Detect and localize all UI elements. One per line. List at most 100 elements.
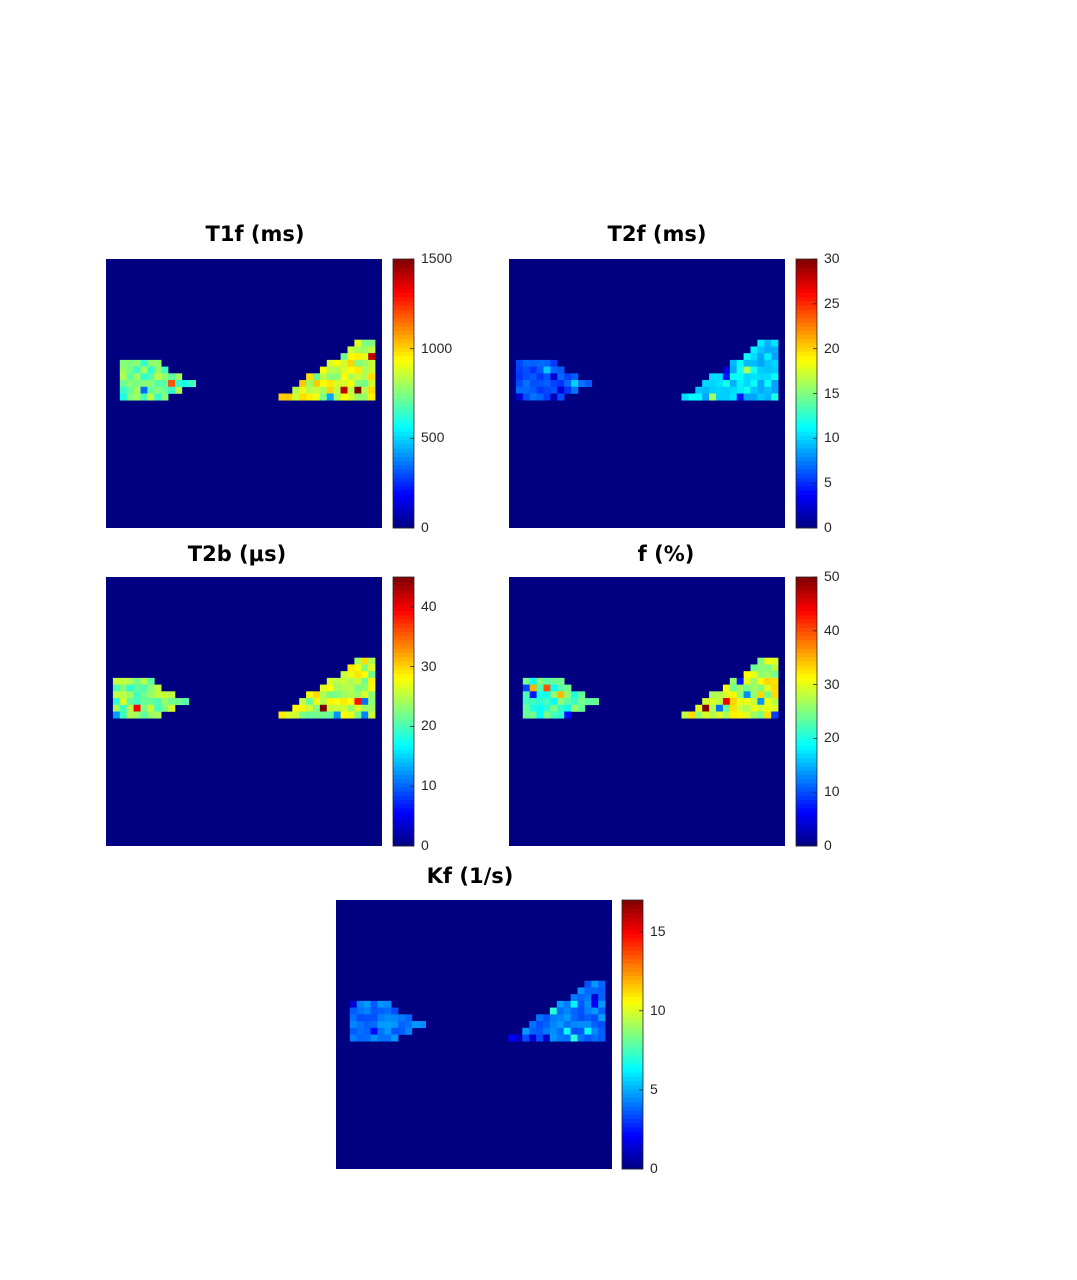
heatmap-pixel <box>368 711 376 719</box>
heatmap-pixel <box>133 366 141 374</box>
heatmap-pixel <box>729 366 737 374</box>
colorbar-band <box>393 745 414 750</box>
heatmap-pixel <box>368 353 376 361</box>
colorbar-band <box>796 753 817 759</box>
heatmap-pixel <box>368 359 376 367</box>
heatmap-pixel <box>743 711 751 719</box>
heatmap-pixel <box>764 366 772 374</box>
colorbar-band <box>393 627 414 633</box>
heatmap-pixel <box>536 366 544 374</box>
colorbar-band <box>796 292 817 298</box>
heatmap-pixel <box>306 386 314 394</box>
colorbar-band <box>393 719 414 725</box>
heatmap-pixel <box>340 380 348 388</box>
colorbar-band <box>622 1034 643 1040</box>
heatmap-pixel <box>764 380 772 388</box>
colorbar-band <box>796 477 817 483</box>
colorbar-band <box>393 766 414 771</box>
heatmap-pixel <box>556 1007 564 1015</box>
colorbar-band <box>393 778 414 784</box>
colorbar-band <box>393 812 414 817</box>
heatmap-pixel <box>557 711 565 719</box>
heatmap-pixel <box>161 380 169 388</box>
colorbar-band <box>393 275 414 281</box>
heatmap-pixel <box>750 691 758 699</box>
heatmap-pixel <box>736 684 744 692</box>
heatmap-pixel <box>154 393 162 401</box>
heatmap-pixel <box>570 1007 578 1015</box>
heatmap-pixel <box>571 373 579 381</box>
heatmap-pixel <box>326 677 334 685</box>
colorbar-band <box>393 703 414 708</box>
colorbar-band <box>393 351 414 357</box>
colorbar-band <box>393 749 414 754</box>
colorbar-band <box>393 602 414 607</box>
heatmap-pixel <box>584 698 593 706</box>
colorbar-tick-label: 40 <box>421 597 437 614</box>
colorbar-band <box>393 757 414 763</box>
heatmap-pixel <box>361 380 369 388</box>
colorbar-band <box>393 799 414 805</box>
heatmap-pixel <box>709 704 717 712</box>
heatmap-pixel <box>340 671 348 679</box>
heatmap-pixel <box>549 1027 558 1035</box>
heatmap-pixel <box>743 684 751 692</box>
heatmap-pixel <box>133 698 141 706</box>
colorbar-tick-label: 30 <box>421 657 437 674</box>
colorbar-band <box>622 1038 643 1044</box>
heatmap-pixel <box>716 704 724 712</box>
heatmap-pixel <box>556 1021 564 1029</box>
colorbar-tick-label: 30 <box>824 675 840 692</box>
colorbar-band <box>622 1030 643 1035</box>
heatmap-pixel <box>313 373 321 381</box>
heatmap-pixel <box>188 380 196 388</box>
heatmap-pixel <box>571 704 579 712</box>
heatmap-pixel <box>140 359 148 367</box>
heatmap-pixel <box>354 359 362 367</box>
colorbar-band <box>796 627 817 633</box>
colorbar-band <box>796 263 817 268</box>
heatmap-pixel <box>133 373 141 381</box>
colorbar-band <box>622 925 643 930</box>
heatmap-pixel <box>368 373 376 381</box>
colorbar-band <box>622 1005 643 1010</box>
heatmap-pixel <box>543 677 551 685</box>
heatmap-pixel <box>570 1034 578 1042</box>
colorbar-band <box>393 322 414 327</box>
colorbar-band <box>796 385 817 390</box>
heatmap-pixel <box>564 691 572 699</box>
colorbar-band <box>622 958 643 964</box>
heatmap-pixel <box>326 704 334 712</box>
colorbar-band <box>796 393 817 399</box>
heatmap-pixel <box>370 1000 378 1008</box>
colorbar-band <box>622 1042 643 1048</box>
heatmap-pixel <box>326 684 334 692</box>
heatmap-pixel <box>168 380 176 388</box>
colorbar-band <box>796 364 817 369</box>
heatmap-pixel <box>119 393 127 401</box>
heatmap-pixel <box>529 359 537 367</box>
colorbar-band <box>393 577 414 582</box>
heatmap-pixel <box>299 386 307 394</box>
colorbar-band <box>393 707 414 712</box>
heatmap-pixel <box>591 1007 599 1015</box>
heatmap-pixel <box>126 691 134 699</box>
heatmap-pixel <box>550 677 558 685</box>
heatmap-background <box>106 577 382 846</box>
heatmap-pixel <box>543 1034 551 1042</box>
colorbar-band <box>796 439 817 445</box>
heatmap-pixel <box>154 359 162 367</box>
colorbar-band <box>622 979 643 985</box>
heatmap-pixel <box>598 980 606 988</box>
heatmap-pixel <box>377 1027 385 1035</box>
colorbar-band <box>393 724 414 729</box>
colorbar-band <box>622 946 643 951</box>
heatmap-pixel <box>563 1027 571 1035</box>
heatmap-pixel <box>319 691 328 699</box>
heatmap-pixel <box>722 711 731 719</box>
heatmap-pixel <box>536 1027 544 1035</box>
colorbar-band <box>796 808 817 813</box>
heatmap-pixel <box>577 1000 585 1008</box>
